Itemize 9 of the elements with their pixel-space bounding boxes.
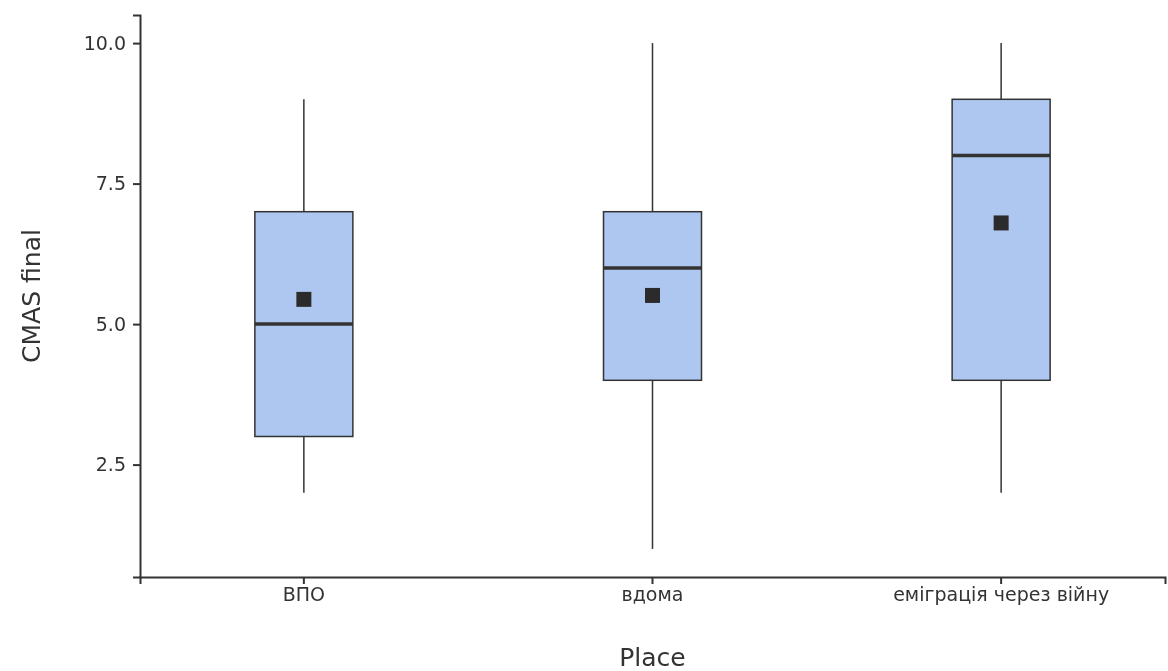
x-tick-label: вдома xyxy=(621,583,684,605)
y-tick-label: 7.5 xyxy=(95,172,126,195)
x-tick-label: ВПО xyxy=(282,583,325,605)
y-tick-label: 10.0 xyxy=(83,31,126,54)
x-axis-title: Place xyxy=(619,643,686,671)
x-tick-label: еміграція через війну xyxy=(893,583,1110,605)
y-axis-title: CMAS final xyxy=(17,229,46,363)
y-tick-label: 2.5 xyxy=(95,453,126,476)
y-tick-label: 5.0 xyxy=(95,312,126,335)
